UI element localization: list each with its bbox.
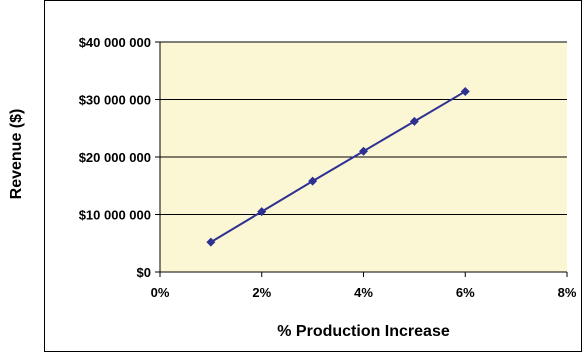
data-point-marker: [206, 237, 216, 247]
y-tick-label: $40 000 000: [79, 35, 151, 50]
data-point-marker: [257, 207, 267, 217]
x-tick-label: 8%: [558, 285, 577, 300]
data-point-marker: [409, 116, 419, 126]
y-tick-label: $20 000 000: [79, 150, 151, 165]
x-axis-title: % Production Increase: [277, 323, 450, 340]
y-axis-title: Revenue ($): [8, 109, 25, 200]
x-tick-labels: 0% 2% 4% 6% 8%: [151, 272, 577, 300]
y-tick-labels: $0 $10 000 000 $20 000 000 $30 000 000 $40 0…: [79, 35, 160, 280]
series-group: [206, 86, 470, 247]
x-tick-label: 4%: [354, 285, 373, 300]
y-tick-label: $30 000 000: [79, 93, 151, 108]
data-point-marker: [308, 176, 318, 186]
gridlines: [160, 41, 567, 215]
data-point-marker: [460, 86, 470, 96]
x-tick-label: 0%: [151, 285, 170, 300]
x-tick-label: 6%: [456, 285, 475, 300]
y-tick-label: $0: [137, 265, 151, 280]
series-line: [210, 90, 466, 243]
x-tick-label: 2%: [252, 285, 271, 300]
y-tick-label: $10 000 000: [79, 208, 151, 223]
data-point-marker: [359, 146, 368, 156]
